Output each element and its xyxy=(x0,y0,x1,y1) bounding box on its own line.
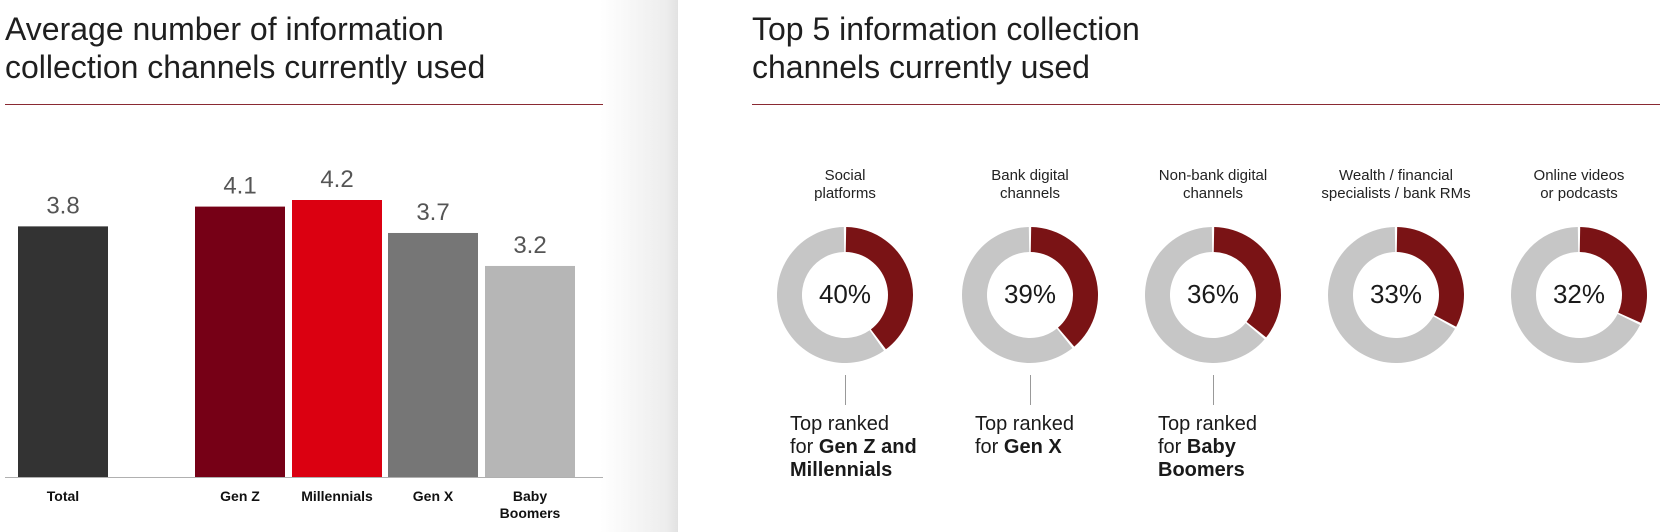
bar-chart-title-rule xyxy=(5,104,603,105)
top-ranked-note-for: for xyxy=(790,436,819,458)
donut-value-label: 40% xyxy=(818,279,872,309)
bar xyxy=(292,200,382,477)
top-ranked-note-group: Gen X xyxy=(1003,436,1062,458)
bar-value-label: 3.8 xyxy=(46,192,79,219)
donut-category-label: Social platforms xyxy=(814,167,876,202)
donut-slice-share xyxy=(1579,227,1648,323)
bar-category-label: Millennials xyxy=(301,488,373,504)
donut-chart-title: Top 5 information collection channels cu… xyxy=(752,11,1140,85)
top-ranked-note-lead: Top ranked xyxy=(975,413,1074,435)
bar-category-label: Gen Z xyxy=(220,488,260,504)
top-ranked-note-for: for xyxy=(975,436,1004,458)
bar-value-label: 4.2 xyxy=(320,166,353,193)
donut-slice-share xyxy=(1213,227,1282,338)
donut-slice-remainder xyxy=(1145,227,1265,363)
page-gutter xyxy=(600,0,678,532)
top-ranked-note-lead: Top ranked xyxy=(790,413,889,435)
bar-category-label: Baby Boomers xyxy=(499,488,561,521)
donut-category-label: Wealth / financial specialists / bank RM… xyxy=(1321,167,1471,202)
donut-value-label: 39% xyxy=(1003,279,1057,309)
bar-value-label: 3.7 xyxy=(416,199,449,226)
donut-category-label: Bank digital channels xyxy=(991,167,1069,202)
bar-value-label: 4.1 xyxy=(223,173,256,200)
top-ranked-note-group: Baby Boomers xyxy=(1158,436,1245,481)
donut-slice-remainder xyxy=(962,227,1073,363)
donut-slice-share xyxy=(1396,227,1464,327)
donut-value-label: 36% xyxy=(1186,279,1240,309)
donut-category-label: Non-bank digital channels xyxy=(1158,167,1268,202)
top-ranked-note: Top ranked for Gen X xyxy=(975,413,1125,459)
top-ranked-note-lead: Top ranked xyxy=(1158,413,1257,435)
donut-value-label: 33% xyxy=(1369,279,1423,309)
donut-category-label: Online videos or podcasts xyxy=(1533,167,1625,202)
donut-slice-remainder xyxy=(1328,227,1456,363)
donut-value-label: 32% xyxy=(1552,279,1606,309)
bar-value-label: 3.2 xyxy=(513,232,546,259)
donut-chart-title-rule xyxy=(752,104,1660,105)
donut-slice-remainder xyxy=(1511,227,1641,363)
bar xyxy=(195,206,285,477)
bar-category-label: Total xyxy=(46,488,80,504)
donut-slice-remainder xyxy=(776,227,884,363)
bar xyxy=(485,265,575,477)
top-ranked-note: Top ranked for Baby Boomers xyxy=(1158,413,1308,482)
bar-chart: 3.8 4.1 4.2 3.7 3.2 xyxy=(5,166,603,478)
bar xyxy=(18,226,108,477)
bar-chart-title: Average number of information collection… xyxy=(5,11,486,85)
donut-slice-share xyxy=(1030,227,1099,347)
donut-slice-share xyxy=(845,227,914,350)
top-ranked-note: Top ranked for Gen Z and Millennials xyxy=(790,413,940,482)
bar xyxy=(388,232,478,477)
top-ranked-note-for: for xyxy=(1158,436,1187,458)
top-ranked-note-group: Gen Z and Millennials xyxy=(790,436,917,481)
bar-category-label: Gen X xyxy=(412,488,454,504)
